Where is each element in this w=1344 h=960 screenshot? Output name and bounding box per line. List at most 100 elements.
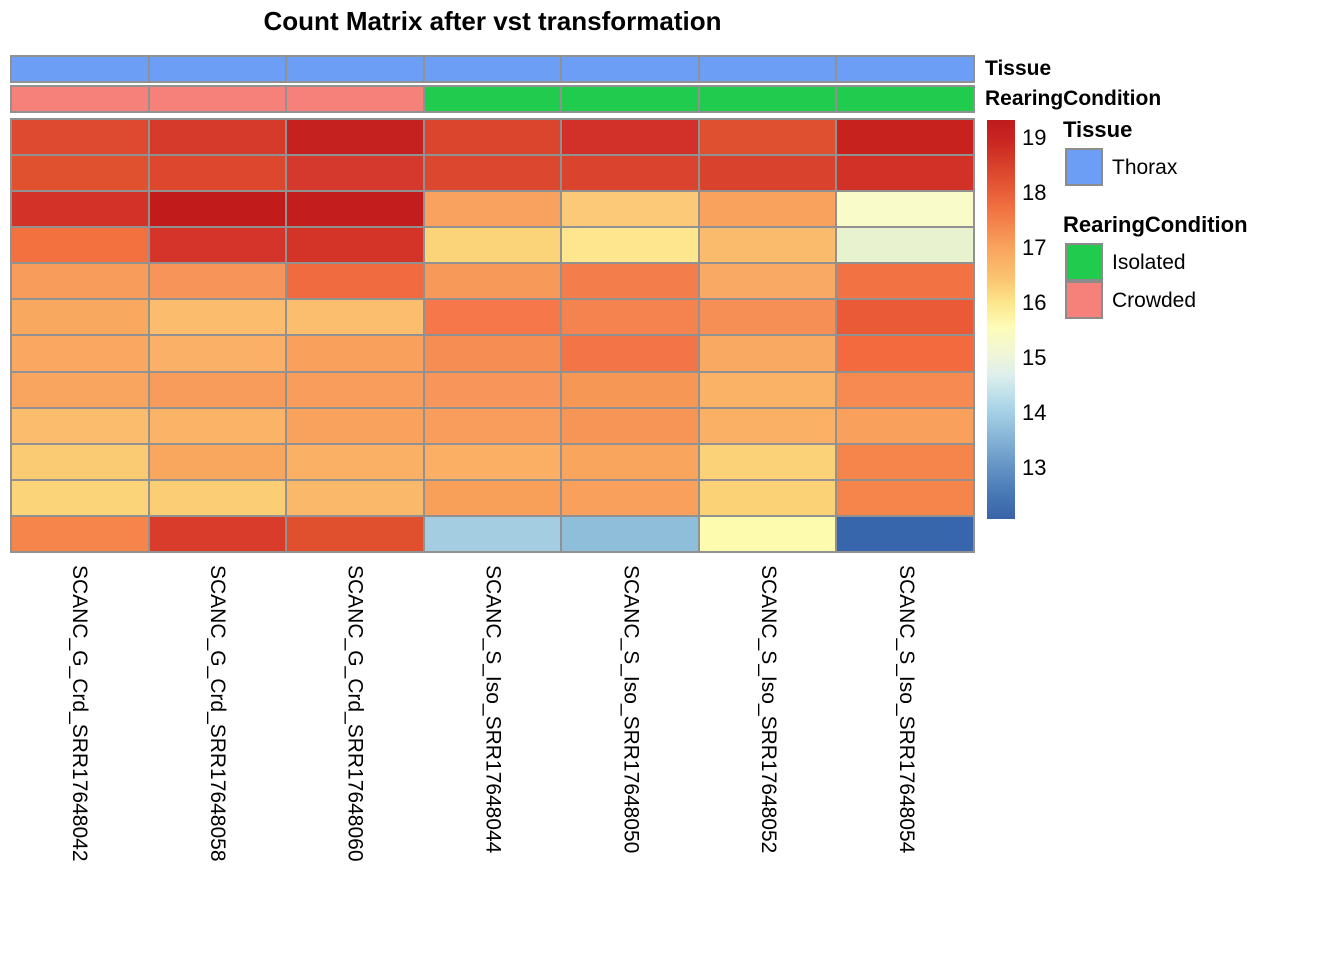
colorbar-tick-label: 18 (1022, 180, 1047, 205)
heatmap-cell (699, 156, 836, 191)
heatmap-cell (287, 408, 423, 443)
heatmap-cell (149, 516, 286, 551)
column-label: SCANC_S_Iso_SRR17648054 (895, 565, 919, 854)
heatmap-cell (424, 480, 561, 515)
column-label: SCANC_S_Iso_SRR17648052 (757, 565, 781, 854)
legend-swatch-crowded (1065, 281, 1103, 319)
annotation-cell-thorax (562, 57, 698, 81)
heatmap-cell (12, 300, 148, 335)
heatmap-cell (12, 408, 148, 443)
heatmap-cell (699, 408, 836, 443)
heatmap-cell (562, 444, 698, 479)
legend-title-rearing-condition: RearingCondition (1063, 212, 1248, 237)
colorbar-tick-label: 15 (1022, 345, 1047, 370)
column-label: SCANC_G_Crd_SRR17648060 (343, 565, 367, 862)
heatmap-cell (12, 228, 148, 263)
heatmap-cell (562, 192, 698, 227)
annotation-cell-crowded (149, 87, 286, 111)
heatmap-cell (424, 192, 561, 227)
column-label: SCANC_G_Crd_SRR17648042 (67, 565, 91, 862)
heatmap-grid (10, 118, 975, 553)
heatmap-cell (699, 264, 836, 299)
heatmap-cell (562, 156, 698, 191)
annotation-cell-crowded (12, 87, 148, 111)
annotation-cell-thorax (287, 57, 423, 81)
heatmap-cell (699, 516, 836, 551)
annotation-row-tissue (10, 55, 975, 83)
heatmap-cell (12, 336, 148, 371)
annotation-cell-isolated (699, 87, 836, 111)
heatmap-cell (837, 480, 973, 515)
annotation-cell-thorax (149, 57, 286, 81)
heatmap-cell (699, 192, 836, 227)
heatmap-cell (837, 120, 973, 155)
heatmap-cell (149, 156, 286, 191)
heatmap-cell (287, 192, 423, 227)
heatmap-cell (149, 336, 286, 371)
legend-swatch-thorax (1065, 148, 1103, 186)
heatmap-cell (837, 192, 973, 227)
legend-label-isolated: Isolated (1112, 251, 1186, 274)
heatmap-cell (149, 480, 286, 515)
heatmap-cell (287, 480, 423, 515)
heatmap-cell (287, 372, 423, 407)
heatmap-cell (424, 228, 561, 263)
annotation-cell-thorax (837, 57, 973, 81)
heatmap-cell (837, 516, 973, 551)
heatmap-cell (12, 192, 148, 227)
heatmap-cell (562, 228, 698, 263)
heatmap-cell (149, 228, 286, 263)
heatmap-cell (287, 516, 423, 551)
heatmap-cell (287, 120, 423, 155)
annotation-row-rearing-condition (10, 85, 975, 113)
heatmap-cell (12, 156, 148, 191)
column-label: SCANC_S_Iso_SRR17648044 (481, 565, 505, 854)
heatmap-cell (837, 228, 973, 263)
heatmap-cell (287, 156, 423, 191)
heatmap-cell (149, 192, 286, 227)
heatmap-cell (424, 444, 561, 479)
heatmap-cell (699, 228, 836, 263)
heatmap-cell (12, 372, 148, 407)
colorbar-tick-label: 17 (1022, 235, 1047, 260)
annotation-row-label-tissue: Tissue (985, 57, 1052, 80)
heatmap-cell (149, 372, 286, 407)
heatmap-cell (149, 264, 286, 299)
heatmap-cell (12, 480, 148, 515)
colorbar-tick-label: 14 (1022, 400, 1047, 425)
heatmap-cell (837, 372, 973, 407)
heatmap-cell (424, 120, 561, 155)
heatmap-cell (12, 120, 148, 155)
heatmap-cell (837, 156, 973, 191)
heatmap-cell (424, 516, 561, 551)
heatmap-cell (149, 408, 286, 443)
heatmap-cell (699, 444, 836, 479)
heatmap-cell (424, 372, 561, 407)
heatmap-cell (149, 444, 286, 479)
heatmap-cell (424, 264, 561, 299)
annotation-cell-thorax (424, 57, 561, 81)
page-title: Count Matrix after vst transformation (263, 6, 722, 36)
heatmap-cell (149, 120, 286, 155)
heatmap-cell (837, 408, 973, 443)
heatmap-cell (699, 372, 836, 407)
heatmap-cell (837, 336, 973, 371)
heatmap-cell (424, 300, 561, 335)
heatmap-cell (287, 264, 423, 299)
heatmap-cell (699, 300, 836, 335)
annotation-cell-thorax (699, 57, 836, 81)
column-label: SCANC_G_Crd_SRR17648058 (205, 565, 229, 862)
heatmap-cell (12, 264, 148, 299)
heatmap-cell (562, 516, 698, 551)
heatmap-cell (287, 300, 423, 335)
heatmap-cell (699, 120, 836, 155)
colorbar-tick-label: 19 (1022, 125, 1047, 150)
annotation-cell-thorax (12, 57, 148, 81)
heatmap-cell (562, 264, 698, 299)
legend-label-thorax: Thorax (1112, 156, 1178, 179)
legend-title-tissue: Tissue (1063, 117, 1133, 142)
heatmap-cell (287, 444, 423, 479)
annotation-cell-isolated (562, 87, 698, 111)
heatmap-cell (12, 444, 148, 479)
legend-label-crowded: Crowded (1112, 289, 1197, 312)
